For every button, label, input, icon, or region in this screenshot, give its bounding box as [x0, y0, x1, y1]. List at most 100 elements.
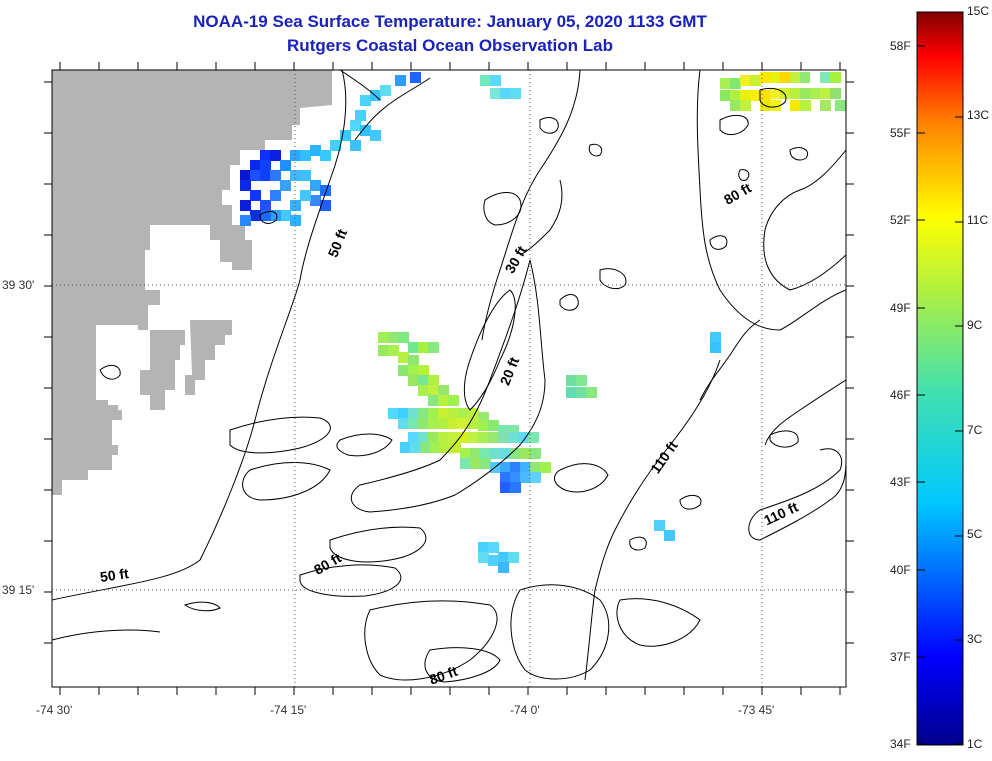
land: [96, 405, 118, 418]
sst-pixel: [720, 78, 731, 89]
sst-pixel: [418, 418, 429, 429]
sst-pixel: [770, 72, 781, 83]
sst-pixel: [408, 375, 419, 386]
sst-pixel: [500, 462, 511, 473]
sst-pixel: [800, 100, 811, 111]
sst-pixel: [750, 90, 761, 101]
sst-pixel: [458, 432, 469, 443]
sst-pixel: [498, 562, 509, 573]
sst-pixel: [320, 185, 331, 196]
sst-pixel: [310, 145, 321, 156]
sst-pixel: [395, 75, 406, 86]
sst-pixel: [448, 395, 459, 406]
sst-pixel: [378, 332, 389, 343]
sst-pixel: [498, 432, 509, 443]
land: [185, 320, 232, 395]
sst-pixel: [478, 542, 489, 553]
sst-pixel: [510, 448, 521, 459]
sst-pixel: [398, 408, 409, 419]
sst-pixel: [398, 332, 409, 343]
sst-pixel: [710, 342, 721, 353]
sst-pixel: [290, 215, 301, 226]
sst-pixel: [418, 365, 429, 376]
sst-pixel: [520, 472, 531, 483]
colorbar-f-label: 46F: [890, 388, 911, 402]
sst-pixel: [408, 418, 419, 429]
sst-pixel: [510, 482, 521, 493]
sst-pixel: [518, 432, 529, 443]
sst-pixel: [320, 150, 331, 161]
sst-pixel: [350, 140, 361, 151]
sst-pixel: [250, 160, 261, 171]
sst-pixel: [280, 210, 291, 221]
sst-pixel: [388, 332, 399, 343]
sst-pixel: [530, 472, 541, 483]
land: [140, 330, 185, 410]
sst-pixels: [240, 72, 846, 573]
sst-pixel: [530, 462, 541, 473]
sst-pixel: [438, 408, 449, 419]
depth-label: 80 ft: [311, 549, 344, 577]
sst-pixel: [498, 425, 509, 436]
sst-pixel: [830, 88, 841, 99]
sst-pixel: [760, 72, 771, 83]
sst-pixel: [270, 210, 281, 221]
sst-pixel: [388, 408, 399, 419]
depth-label: 80 ft: [427, 663, 460, 688]
sst-pixel: [428, 418, 439, 429]
sst-pixel: [760, 90, 771, 101]
sst-pixel: [438, 432, 449, 443]
sst-pixel: [418, 342, 429, 353]
sst-pixel: [490, 448, 501, 459]
sst-pixel: [448, 418, 459, 429]
sst-pixel: [408, 432, 419, 443]
sst-pixel: [240, 200, 251, 211]
lon-label: -74 30': [36, 703, 73, 717]
grid: [52, 70, 846, 687]
sst-pixel: [566, 375, 577, 386]
sst-pixel: [510, 472, 521, 483]
sst-pixel: [438, 395, 449, 406]
sst-pixel: [428, 375, 439, 386]
sst-pixel: [408, 365, 419, 376]
sst-pixel: [388, 345, 399, 356]
sst-pixel: [290, 150, 301, 161]
sst-pixel: [280, 180, 291, 191]
sst-pixel: [770, 100, 781, 111]
sst-pixel: [520, 462, 531, 473]
sst-pixel: [500, 88, 511, 99]
sst-pixel: [508, 432, 519, 443]
depth-label: 30 ft: [502, 243, 530, 276]
sst-pixel: [468, 418, 479, 429]
sst-pixel: [290, 170, 301, 181]
sst-pixel: [576, 387, 587, 398]
sst-pixel: [790, 100, 801, 111]
depth-label: 50 ft: [99, 565, 130, 585]
colorbar-f-label: 55F: [890, 126, 911, 140]
sst-pixel: [478, 420, 489, 431]
sst-pixel: [440, 442, 451, 453]
sst-pixel: [340, 130, 351, 141]
colorbar-c-label: 7C: [967, 423, 983, 437]
colorbar-f-label: 49F: [890, 301, 911, 315]
sst-pixel: [530, 448, 541, 459]
sst-pixel: [480, 448, 491, 459]
sst-pixel: [398, 352, 409, 363]
sst-pixel: [740, 100, 751, 111]
depth-contours: [52, 70, 846, 683]
sst-pixel: [720, 90, 731, 101]
sst-pixel: [528, 432, 539, 443]
lon-label: -74 0': [510, 703, 540, 717]
sst-pixel: [490, 75, 501, 86]
sst-pixel: [460, 448, 471, 459]
sst-pixel: [448, 408, 459, 419]
sst-pixel: [780, 88, 791, 99]
sst-pixel: [260, 210, 271, 221]
sst-pixel: [250, 210, 261, 221]
colorbar: [916, 11, 964, 746]
sst-pixel: [835, 100, 846, 111]
sst-pixel: [566, 387, 577, 398]
sst-pixel: [260, 170, 271, 181]
sst-pixel: [478, 412, 489, 423]
sst-pixel: [740, 90, 751, 101]
